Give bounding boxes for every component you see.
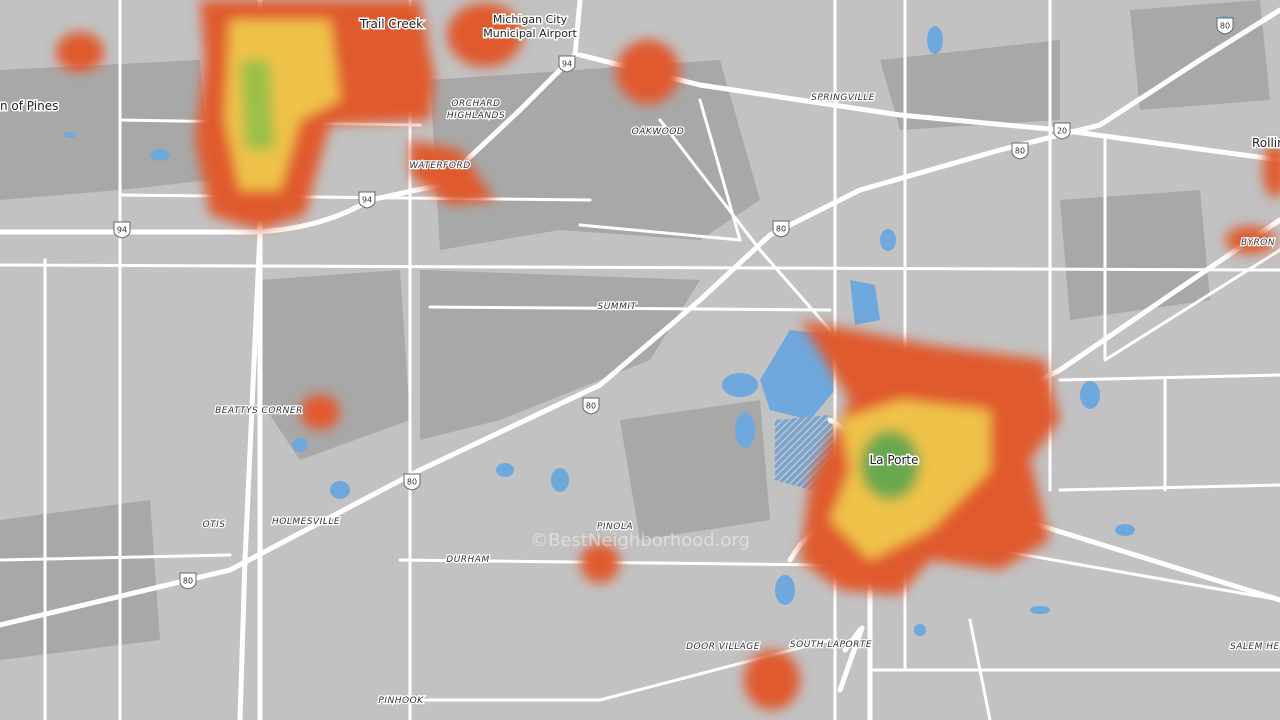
shield: 80 [1216, 17, 1234, 35]
place-label: PINOLA [597, 522, 633, 532]
shield-label: 80 [1015, 147, 1025, 156]
shield-shape [558, 55, 576, 73]
shield-shape [1216, 17, 1234, 35]
shield-label: 80 [1220, 22, 1230, 31]
shield: 80 [582, 397, 600, 415]
place-labels: Trail Creek Michigan City Municipal Airp… [0, 12, 1280, 708]
shield-shape [582, 397, 600, 415]
shield-label: 94 [362, 196, 372, 205]
shield-label: 80 [776, 225, 786, 234]
place-label: SPRINGVILLE [811, 93, 875, 103]
shield-label: 80 [183, 577, 193, 586]
place-label: Michigan City [493, 13, 568, 26]
place-label: n of Pines [0, 99, 58, 113]
shield-label: 80 [407, 478, 417, 487]
highway-shields: 94 94 94 20 80 80 80 80 80 80 [113, 17, 1234, 590]
place-label: HOLMESVILLE [272, 517, 340, 527]
shield: 20 [1053, 122, 1071, 140]
shield-shape [179, 572, 197, 590]
place-label: WATERFORD [409, 161, 470, 171]
shield-label: 94 [562, 60, 572, 69]
shield-label: 94 [117, 226, 127, 235]
lakes [64, 15, 1231, 636]
place-label: ORCHARD [451, 99, 500, 109]
place-label: BEATTYS CORNER [215, 406, 303, 416]
shield-shape [1053, 122, 1071, 140]
place-label: OAKWOOD [632, 127, 685, 137]
place-label: Trail Creek [359, 17, 423, 31]
place-label: BYRON [1241, 238, 1275, 248]
shield: 80 [403, 473, 421, 491]
place-label: Rollin [1252, 136, 1280, 150]
place-label: DOOR VILLAGE [686, 642, 760, 652]
watermark: ©BestNeighborhood.org [530, 530, 750, 551]
place-label: Municipal Airport [483, 27, 577, 40]
shield: 80 [1011, 142, 1029, 160]
place-label: SUMMIT [598, 302, 638, 312]
shield: 94 [558, 55, 576, 73]
shield-shape [403, 473, 421, 491]
heat-blobs [56, 0, 1280, 710]
place-label: HIGHLANDS [447, 111, 505, 121]
shield-shape [113, 221, 131, 239]
place-label: La Porte [869, 453, 918, 467]
shield-label: 20 [1057, 127, 1067, 136]
shield-shape [772, 220, 790, 238]
place-label: DURHAM [446, 555, 489, 565]
shield-label: 80 [586, 402, 596, 411]
place-label: PINHOOK [378, 696, 424, 706]
shield: 80 [772, 220, 790, 238]
place-label: OTIS [203, 520, 226, 530]
shield-shape [1011, 142, 1029, 160]
shield-shape [358, 191, 376, 209]
place-label: SOUTH LAPORTE [790, 640, 872, 650]
shield: 80 [179, 572, 197, 590]
shield: 94 [358, 191, 376, 209]
place-label: SALEM HE [1230, 642, 1280, 652]
shield: 94 [113, 221, 131, 239]
